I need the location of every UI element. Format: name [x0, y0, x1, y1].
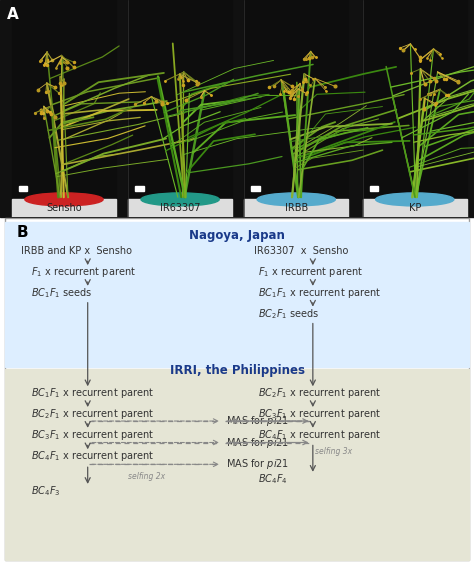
Bar: [5, 369, 469, 560]
Bar: [363, 199, 467, 217]
Text: $BC_2F_1$ x recurrent parent: $BC_2F_1$ x recurrent parent: [31, 407, 154, 421]
Text: $BC_2F_1$ seeds: $BC_2F_1$ seeds: [258, 307, 320, 320]
Text: Sensho: Sensho: [46, 203, 82, 213]
Text: $BC_2F_1$ x recurrent parent: $BC_2F_1$ x recurrent parent: [258, 386, 381, 400]
Ellipse shape: [375, 193, 454, 206]
Text: $BC_4F_1$ x recurrent parent: $BC_4F_1$ x recurrent parent: [31, 449, 154, 463]
Text: $BC_3F_1$ x recurrent parent: $BC_3F_1$ x recurrent parent: [258, 407, 381, 421]
Text: $BC_3F_1$ x recurrent parent: $BC_3F_1$ x recurrent parent: [31, 428, 154, 442]
Bar: [135, 186, 144, 191]
Text: A: A: [7, 7, 19, 21]
Text: selfing 3x: selfing 3x: [315, 447, 352, 456]
Text: IRRI, the Philippines: IRRI, the Philippines: [170, 364, 304, 377]
Text: MAS for $\it{pi21}$: MAS for $\it{pi21}$: [226, 436, 289, 449]
Text: selfing 2x: selfing 2x: [128, 472, 165, 481]
Ellipse shape: [25, 193, 103, 206]
Text: IR63307  x  Sensho: IR63307 x Sensho: [254, 247, 348, 256]
Text: $BC_4F_1$ x recurrent parent: $BC_4F_1$ x recurrent parent: [258, 428, 381, 442]
Text: $BC_1F_1$ x recurrent parent: $BC_1F_1$ x recurrent parent: [258, 286, 381, 300]
Text: $F_1$ x recurrent parent: $F_1$ x recurrent parent: [31, 265, 136, 279]
Text: MAS for $\it{pi21}$: MAS for $\it{pi21}$: [226, 457, 289, 471]
Text: B: B: [17, 225, 28, 240]
Text: $BC_4F_3$: $BC_4F_3$: [31, 484, 60, 498]
Bar: [5, 222, 469, 368]
Text: $BC_1F_1$ x recurrent parent: $BC_1F_1$ x recurrent parent: [31, 386, 154, 400]
Text: IRBB: IRBB: [284, 203, 308, 213]
Bar: [251, 186, 260, 191]
Bar: [128, 199, 232, 217]
Text: IRBB and KP x  Sensho: IRBB and KP x Sensho: [21, 247, 132, 256]
Bar: [363, 0, 467, 199]
Bar: [128, 0, 232, 199]
Text: $F_1$ x recurrent parent: $F_1$ x recurrent parent: [258, 265, 363, 279]
Text: IR63307: IR63307: [160, 203, 201, 213]
Text: $BC_4F_4$: $BC_4F_4$: [258, 472, 288, 486]
Bar: [370, 186, 378, 191]
Text: KP: KP: [409, 203, 421, 213]
Text: MAS for $\it{pi21}$: MAS for $\it{pi21}$: [226, 414, 289, 428]
Ellipse shape: [257, 193, 336, 206]
Bar: [12, 199, 116, 217]
Text: Nagoya, Japan: Nagoya, Japan: [189, 229, 285, 242]
Ellipse shape: [141, 193, 219, 206]
Text: $BC_1F_1$ seeds: $BC_1F_1$ seeds: [31, 286, 92, 300]
Bar: [244, 0, 348, 199]
Bar: [244, 199, 348, 217]
Bar: [12, 0, 116, 199]
Bar: [19, 186, 27, 191]
